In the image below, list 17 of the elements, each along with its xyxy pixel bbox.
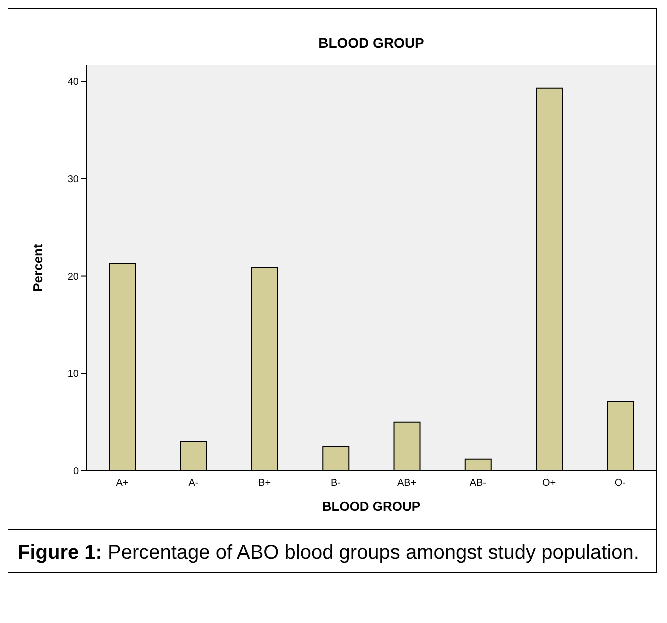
caption: Figure 1: Percentage of ABO blood groups amongst study population. [18, 542, 640, 564]
y-axis-title: Percent [30, 243, 46, 292]
y-tick-label: 30 [68, 174, 80, 186]
y-tick-label: 20 [68, 272, 80, 283]
chart-title: BLOOD GROUP [318, 35, 426, 51]
x-tick-label: A- [188, 478, 199, 490]
x-tick-label: O- [614, 478, 626, 490]
y-tick-label: 10 [68, 369, 80, 380]
x-tick-label: A+ [116, 478, 129, 490]
y-tick-label: 0 [73, 466, 80, 478]
x-tick-label: AB+ [397, 478, 417, 490]
x-tick-label: B- [330, 478, 341, 490]
x-tick-label: B+ [258, 478, 272, 490]
x-tick-label: AB- [470, 478, 487, 490]
x-tick-label: O+ [542, 478, 556, 490]
x-axis-title: BLOOD GROUP [322, 499, 421, 514]
y-tick-label: 40 [68, 77, 80, 88]
